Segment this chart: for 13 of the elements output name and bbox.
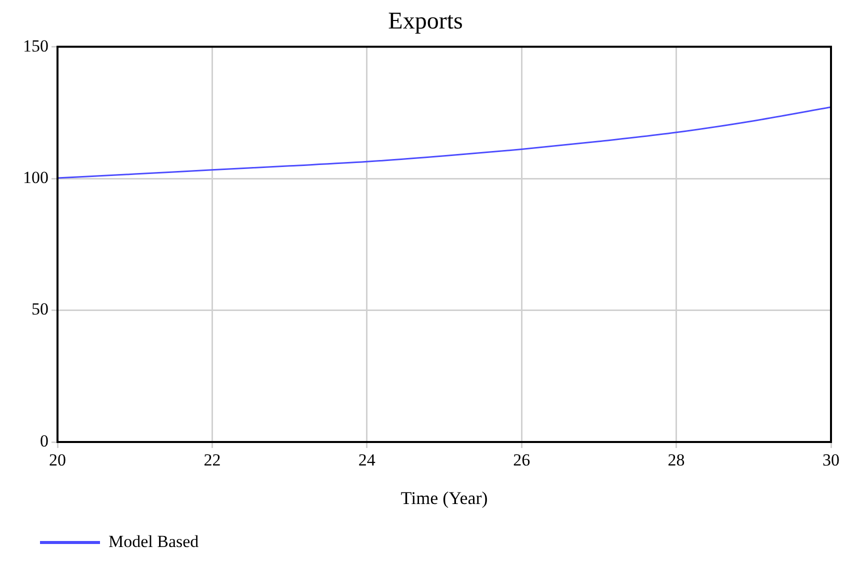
y-tick-label: 50 — [32, 300, 48, 319]
legend-label: Model Based — [108, 532, 200, 551]
x-tick-label: 28 — [668, 450, 685, 470]
x-tick-label: 30 — [822, 450, 840, 470]
x-tick-label: 20 — [49, 450, 66, 470]
x-tick-label: 24 — [358, 450, 376, 470]
chart-title: Exports — [388, 8, 463, 35]
y-tick-label: 0 — [40, 431, 48, 450]
y-tick-label: 150 — [23, 36, 48, 56]
x-tick-label: 26 — [513, 450, 530, 470]
x-axis-title: Time (Year) — [400, 488, 488, 508]
x-tick-label: 22 — [204, 450, 221, 470]
y-tick-label: 100 — [23, 168, 48, 187]
